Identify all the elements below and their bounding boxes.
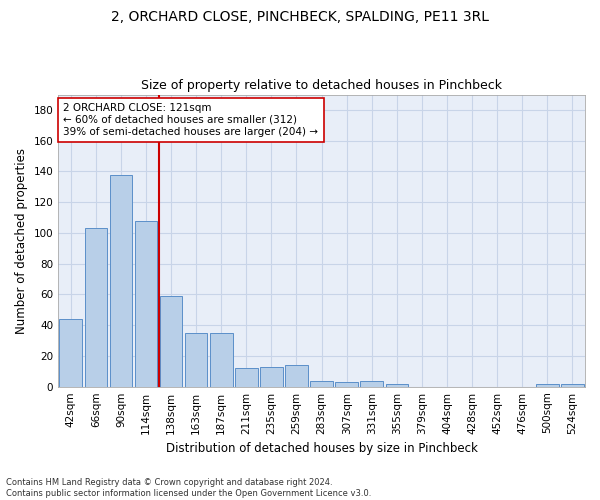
Bar [185,333,208,386]
Bar [561,384,584,386]
Title: Size of property relative to detached houses in Pinchbeck: Size of property relative to detached ho… [141,79,502,92]
Bar [235,368,257,386]
Y-axis label: Number of detached properties: Number of detached properties [15,148,28,334]
Bar [59,319,82,386]
Bar [260,366,283,386]
Bar [134,220,157,386]
Bar [386,384,408,386]
X-axis label: Distribution of detached houses by size in Pinchbeck: Distribution of detached houses by size … [166,442,478,455]
Text: 2, ORCHARD CLOSE, PINCHBECK, SPALDING, PE11 3RL: 2, ORCHARD CLOSE, PINCHBECK, SPALDING, P… [111,10,489,24]
Bar [335,382,358,386]
Bar [536,384,559,386]
Text: 2 ORCHARD CLOSE: 121sqm
← 60% of detached houses are smaller (312)
39% of semi-d: 2 ORCHARD CLOSE: 121sqm ← 60% of detache… [64,104,319,136]
Bar [285,365,308,386]
Bar [310,380,333,386]
Bar [110,174,132,386]
Text: Contains HM Land Registry data © Crown copyright and database right 2024.
Contai: Contains HM Land Registry data © Crown c… [6,478,371,498]
Bar [85,228,107,386]
Bar [160,296,182,386]
Bar [361,380,383,386]
Bar [210,333,233,386]
